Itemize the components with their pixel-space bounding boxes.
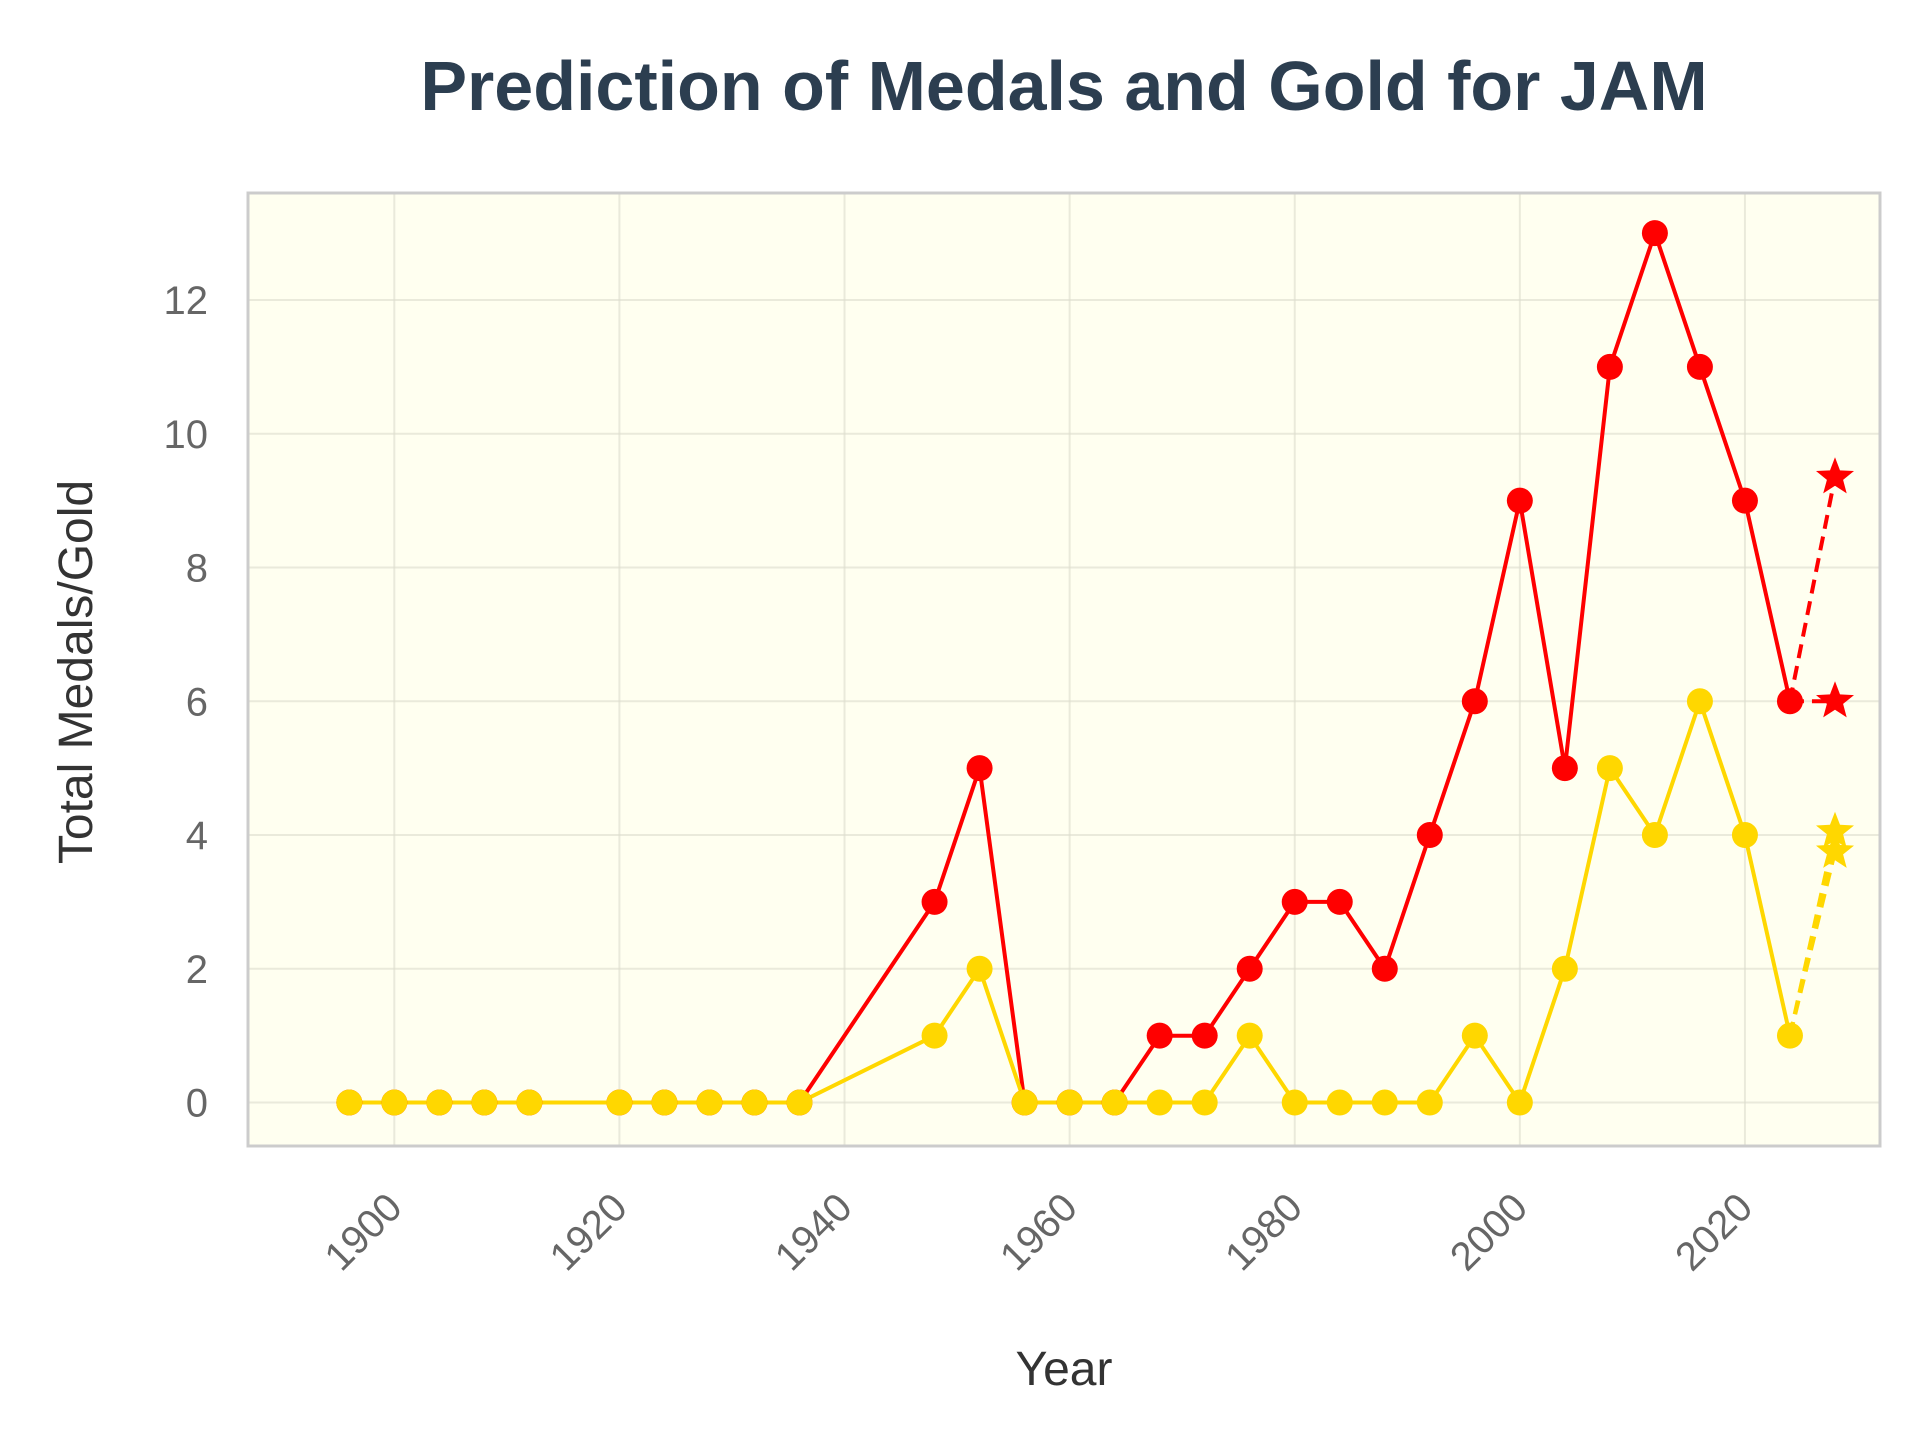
data-point-medals [966, 755, 993, 782]
data-point-gold [1236, 1022, 1263, 1049]
data-point-gold [741, 1089, 768, 1116]
data-point-medals [1596, 353, 1623, 380]
series-line-gold [349, 699, 1792, 1105]
data-point-medals [1641, 220, 1668, 247]
x-tick-label: 1940 [767, 1185, 861, 1279]
x-tick-label: 1920 [542, 1185, 636, 1279]
data-point-medals [1146, 1022, 1173, 1049]
data-point-medals [1731, 487, 1758, 514]
y-tick-label: 4 [186, 814, 208, 858]
data-point-gold [381, 1089, 408, 1116]
data-point-gold [1056, 1089, 1083, 1116]
data-point-medals [921, 888, 948, 915]
prediction-star-gold [1816, 831, 1854, 868]
x-ticks: 1900 1920 1940 1960 1980 2000 2020 [317, 1185, 1762, 1279]
y-tick-label: 2 [186, 948, 208, 992]
x-tick-label: 1980 [1217, 1185, 1311, 1279]
data-point-medals [1506, 487, 1533, 514]
data-point-gold [426, 1089, 453, 1116]
x-tick-label: 1960 [992, 1185, 1086, 1279]
data-point-gold [1461, 1022, 1488, 1049]
prediction-star-gold [1816, 811, 1854, 848]
x-tick-label: 2020 [1667, 1185, 1761, 1279]
data-point-gold [1101, 1089, 1128, 1116]
prediction-star-medals [1816, 681, 1854, 718]
series-lines [349, 231, 1837, 1105]
data-point-gold [786, 1089, 813, 1116]
data-point-gold [1506, 1089, 1533, 1116]
y-tick-label: 6 [186, 680, 208, 724]
y-ticks: 0 2 4 6 8 10 12 [164, 279, 209, 1126]
data-point-gold [966, 955, 993, 982]
data-point-medals [1371, 955, 1398, 982]
data-point-gold [516, 1089, 543, 1116]
x-axis-label: Year [1016, 1343, 1113, 1396]
data-point-gold [1011, 1089, 1038, 1116]
data-point-gold [1641, 822, 1668, 849]
prediction-line-gold [1788, 851, 1837, 1037]
grid [248, 193, 1880, 1146]
data-point-medals [1686, 353, 1713, 380]
data-point-gold [1191, 1089, 1218, 1116]
data-point-gold [1371, 1089, 1398, 1116]
data-point-medals [1461, 688, 1488, 715]
data-point-gold [606, 1089, 633, 1116]
data-point-gold [1731, 822, 1758, 849]
chart-title: Prediction of Medals and Gold for JAM [420, 47, 1707, 125]
prediction-line-medals [1787, 476, 1837, 702]
data-point-gold [1686, 688, 1713, 715]
plot-background [248, 193, 1880, 1146]
data-point-gold [1326, 1089, 1353, 1116]
plot-frame [246, 191, 1882, 1148]
data-point-gold [471, 1089, 498, 1116]
data-point-medals [1281, 888, 1308, 915]
data-point-gold [696, 1089, 723, 1116]
data-point-gold [1776, 1022, 1803, 1049]
data-point-gold [1551, 955, 1578, 982]
data-point-gold [651, 1089, 678, 1116]
x-tick-label: 2000 [1442, 1185, 1536, 1279]
data-point-gold [1146, 1089, 1173, 1116]
y-tick-label: 10 [164, 413, 209, 457]
data-point-medals [1776, 688, 1803, 715]
y-tick-label: 12 [164, 279, 209, 323]
data-point-gold [1281, 1089, 1308, 1116]
y-tick-label: 0 [186, 1082, 208, 1126]
prediction-star-medals [1816, 457, 1854, 494]
y-tick-label: 8 [186, 547, 208, 591]
data-point-gold [921, 1022, 948, 1049]
y-axis-label: Total Medals/Gold [50, 480, 103, 864]
data-point-gold [336, 1089, 363, 1116]
data-point-medals [1551, 755, 1578, 782]
data-point-medals [1326, 888, 1353, 915]
series-markers [336, 220, 1854, 1116]
data-point-medals [1416, 822, 1443, 849]
data-point-gold [1596, 755, 1623, 782]
data-point-medals [1236, 955, 1263, 982]
x-tick-label: 1900 [317, 1185, 411, 1279]
data-point-medals [1191, 1022, 1218, 1049]
data-point-gold [1416, 1089, 1443, 1116]
